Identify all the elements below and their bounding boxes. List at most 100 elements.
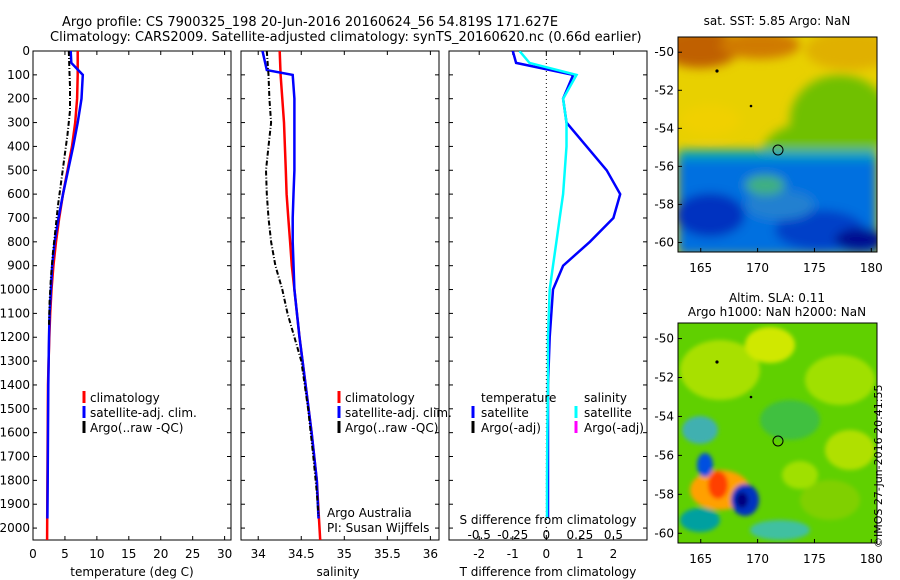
profile-title: Argo profile: CS 7900325_198 20-Jun-2016… — [62, 15, 559, 30]
temperature-xlabel: temperature (deg C) — [70, 565, 193, 579]
legend-diff — [471, 406, 578, 433]
depth-tick-label: 1900 — [0, 497, 30, 511]
temp-series-satellite-adj-clim- — [46, 51, 85, 519]
sst-map-lat-label: -52 — [654, 83, 674, 97]
sal-plot-frame — [240, 50, 440, 541]
depth-tick-label: 1600 — [0, 426, 30, 440]
diff-series-salinity-satellite — [518, 51, 579, 519]
sla-map-frame — [677, 322, 878, 544]
sst-map-lon-label: 175 — [803, 261, 826, 275]
temp-xtick-label: 10 — [89, 547, 104, 561]
sst-map-lat-label: -56 — [654, 159, 674, 173]
temp-xtick-label: 5 — [61, 547, 69, 561]
temp-xtick-label: 25 — [185, 547, 200, 561]
depth-tick-label: 0 — [22, 44, 30, 58]
sdiff-tick-label: -0.5 — [467, 528, 490, 542]
sla-map-lat-label: -52 — [654, 371, 674, 385]
sal-xtick-label: 36 — [423, 547, 438, 561]
sla-map-title-2: Argo h1000: NaN h2000: NaN — [688, 305, 866, 319]
legend-climatology-label: climatology — [90, 391, 160, 405]
depth-tick-label: 500 — [7, 163, 30, 177]
sla-map-lon-label: 170 — [746, 552, 769, 566]
imos-timestamp: ©IMOS 27-Jun-2016 20:41:55 — [872, 384, 885, 548]
depth-tick-label: 1700 — [0, 450, 30, 464]
legend-temp-satellite-label: satellite — [481, 406, 529, 420]
sst-map — [678, 37, 877, 252]
legend-sal-argo-label: Argo(-adj) — [584, 421, 644, 435]
depth-tick-label: 1400 — [0, 378, 30, 392]
depth-tick-label: 800 — [7, 235, 30, 249]
tdiff-xlabel: T difference from climatology — [459, 565, 637, 579]
diff-plot-frame — [448, 50, 648, 541]
sst-map-lat-label: -54 — [654, 121, 674, 135]
sdiff-tick-label: 0 — [543, 528, 551, 542]
sla-map-lon-label: 180 — [860, 552, 883, 566]
diff-xtick-label: -2 — [473, 547, 485, 561]
diff-xtick-label: 0 — [543, 547, 551, 561]
sst-map-lat-label: -50 — [654, 45, 674, 59]
temp-xtick-label: 0 — [29, 547, 37, 561]
depth-tick-label: 1000 — [0, 283, 30, 297]
depth-tick-label: 300 — [7, 116, 30, 130]
sst-map-frame — [677, 36, 878, 253]
legend-salinity-header: salinity — [584, 391, 627, 405]
sdiff-tick-label: 0.5 — [604, 528, 623, 542]
climatology-subtitle: Climatology: CARS2009. Satellite-adjuste… — [50, 30, 642, 45]
sal-xtick-label: 35.5 — [374, 547, 401, 561]
depth-tick-label: 200 — [7, 92, 30, 106]
temp-plot-frame — [32, 50, 232, 541]
sdiff-tick-label: -0.25 — [497, 528, 528, 542]
depth-tick-label: 1100 — [0, 306, 30, 320]
sla-map-lon-label: 175 — [803, 552, 826, 566]
sla-map-lat-label: -54 — [654, 409, 674, 423]
legend-argo-label-2: Argo(..raw -QC) — [345, 421, 438, 435]
temp-xtick-label: 15 — [121, 547, 136, 561]
argo-australia-label: Argo Australia — [327, 506, 412, 520]
legend-sal-satellite-label: satellite — [584, 406, 632, 420]
diff-xtick-label: -1 — [507, 547, 519, 561]
diff-xtick-label: 2 — [610, 547, 618, 561]
legend-argo-label: Argo(..raw -QC) — [90, 421, 183, 435]
temp-series-argo-raw-qc- — [48, 51, 71, 326]
depth-tick-label: 700 — [7, 211, 30, 225]
legend-temperature-header: temperature — [481, 391, 556, 405]
depth-tick-label: 900 — [7, 259, 30, 273]
depth-tick-label: 2000 — [0, 521, 30, 535]
sla-map-lat-label: -56 — [654, 448, 674, 462]
sla-map-lat-label: -60 — [654, 526, 674, 540]
sst-map-lon-label: 165 — [689, 261, 712, 275]
depth-tick-label: 1300 — [0, 354, 30, 368]
diff-xtick-label: 1 — [576, 547, 584, 561]
depth-tick-label: 1200 — [0, 330, 30, 344]
depth-tick-label: 600 — [7, 187, 30, 201]
sla-map-lon-label: 165 — [689, 552, 712, 566]
legend-climatology-label-2: climatology — [345, 391, 415, 405]
salinity-xlabel: salinity — [316, 565, 359, 579]
depth-tick-label: 1500 — [0, 402, 30, 416]
sst-map-lon-label: 180 — [860, 261, 883, 275]
sla-map-lat-label: -58 — [654, 487, 674, 501]
legend-temp-argo-label: Argo(-adj) — [481, 421, 541, 435]
sal-series-argo-raw-qc- — [264, 51, 320, 517]
temp-xtick-label: 30 — [217, 547, 232, 561]
legend-satellite-label: satellite-adj. clim. — [90, 406, 197, 420]
sal-xtick-label: 35 — [337, 547, 352, 561]
temp-xtick-label: 20 — [153, 547, 168, 561]
sst-map-lat-label: -58 — [654, 197, 674, 211]
sla-map-title-1: Altim. SLA: 0.11 — [729, 291, 825, 305]
sla-map — [678, 323, 877, 543]
sdiff-tick-label: 0.25 — [567, 528, 594, 542]
depth-tick-label: 100 — [7, 68, 30, 82]
sst-map-title: sat. SST: 5.85 Argo: NaN — [704, 14, 851, 28]
sal-xtick-label: 34.5 — [288, 547, 315, 561]
sla-map-lat-label: -50 — [654, 332, 674, 346]
sdiff-xlabel: S difference from climatology — [460, 513, 637, 527]
sal-xtick-label: 34 — [251, 547, 266, 561]
pi-label: PI: Susan Wijffels — [327, 521, 429, 535]
depth-tick-label: 400 — [7, 139, 30, 153]
sst-map-lat-label: -60 — [654, 235, 674, 249]
depth-tick-label: 1800 — [0, 473, 30, 487]
legend-satellite-label-2: satellite-adj. clim. — [345, 406, 452, 420]
sst-map-lon-label: 170 — [746, 261, 769, 275]
